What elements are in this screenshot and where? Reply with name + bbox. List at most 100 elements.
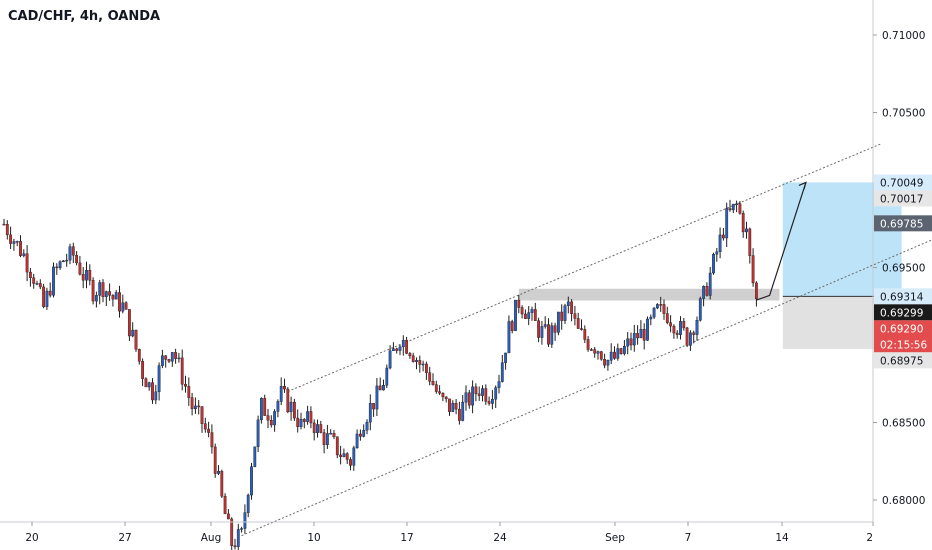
candle-body — [12, 241, 16, 244]
candle-body — [2, 223, 6, 226]
candle-body — [5, 224, 9, 236]
candle-body — [613, 351, 616, 359]
candle-body — [345, 453, 349, 460]
candle-body — [497, 381, 501, 388]
candle-body — [656, 304, 659, 309]
candle-body — [616, 348, 620, 359]
candle-body — [147, 382, 151, 388]
candle-body — [392, 348, 395, 351]
candle-body — [606, 360, 610, 366]
candle-body — [236, 529, 240, 547]
candle-body — [500, 362, 504, 382]
price-tag-black — [874, 304, 932, 321]
candle-body — [114, 292, 118, 300]
candle-body — [151, 382, 154, 401]
candle-body — [679, 321, 682, 335]
candle-body — [75, 254, 79, 264]
candle-body — [573, 313, 577, 319]
candle-body — [52, 266, 55, 296]
time-tick-label: 10 — [307, 532, 320, 544]
candle-body — [669, 322, 673, 327]
candle-body — [217, 471, 220, 474]
candle-body — [722, 234, 725, 239]
support-band[interactable] — [518, 288, 780, 301]
candle-body — [537, 320, 541, 338]
candle-body — [619, 348, 623, 354]
candle-body — [580, 328, 583, 330]
candle-body — [289, 401, 293, 413]
candle-body — [494, 387, 498, 400]
candle-body — [477, 393, 481, 396]
candle-body — [253, 446, 257, 467]
projection-path[interactable] — [756, 182, 807, 301]
candle-body — [319, 424, 323, 433]
candle-body — [566, 301, 570, 306]
candle-body — [68, 246, 72, 261]
candle-body — [609, 351, 613, 361]
candle-body — [388, 350, 392, 369]
price-tick-label: 0.71000 — [882, 30, 925, 42]
candle-body — [438, 391, 441, 394]
time-axis[interactable]: 20 27 Aug 10 17 24 Sep 7 14 2 — [25, 522, 874, 544]
candle-body — [695, 320, 699, 335]
channel-line-lower[interactable] — [241, 213, 932, 537]
candle-body — [751, 255, 755, 284]
candle-body — [25, 253, 29, 273]
candle-body — [45, 290, 49, 307]
candle-body — [141, 361, 144, 379]
price-axis[interactable]: 0.71000 0.70500 0.69500 0.68500 0.68000 — [873, 30, 925, 507]
candle-body — [451, 402, 455, 412]
candle-body — [134, 329, 138, 350]
candle-body — [517, 299, 521, 308]
candle-body — [484, 388, 488, 402]
price-tag-label: 0.69299 — [880, 307, 923, 319]
candle-body — [425, 363, 428, 373]
price-tick-label: 0.68500 — [882, 418, 925, 430]
candle-body — [649, 316, 653, 320]
candle-body — [352, 447, 356, 466]
candle-body — [434, 384, 438, 392]
candle-body — [355, 433, 359, 449]
candle-body — [632, 333, 636, 346]
candle-body — [223, 495, 227, 515]
candle-body — [560, 311, 564, 321]
candle-body — [586, 339, 590, 350]
candle-body — [599, 351, 603, 360]
candle-body — [88, 270, 92, 281]
candle-body — [269, 420, 273, 426]
candle-body — [596, 351, 600, 354]
price-tag-red — [874, 320, 932, 353]
candle-body — [9, 234, 12, 244]
candle-body — [557, 311, 560, 333]
candle-body — [174, 352, 177, 359]
time-tick-label: 24 — [493, 532, 507, 544]
time-tick-label: 2 — [866, 532, 873, 544]
candle-body — [266, 415, 270, 421]
candle-body — [692, 332, 696, 335]
arrowhead-icon — [798, 181, 807, 190]
candle-body — [411, 355, 415, 362]
candle-body — [121, 302, 125, 312]
candlestick-series — [2, 199, 758, 550]
candle-body — [233, 545, 237, 548]
candle-body — [104, 291, 108, 297]
candle-body — [94, 295, 98, 302]
candle-body — [65, 259, 69, 262]
price-tag-dark — [874, 215, 932, 232]
candle-body — [101, 282, 105, 297]
candle-body — [398, 346, 402, 351]
candle-body — [540, 326, 544, 338]
candle-body — [213, 446, 217, 474]
candle-body — [81, 274, 85, 281]
candle-body — [250, 466, 253, 496]
candle-body — [306, 411, 309, 422]
candle-body — [507, 321, 511, 354]
price-tag-label: 0.69314 — [880, 291, 924, 303]
candle-body — [728, 208, 732, 211]
candle-body — [22, 253, 26, 256]
candle-body — [312, 422, 316, 433]
candle-body — [741, 213, 745, 233]
candle-body — [685, 327, 689, 346]
channel-line-upper[interactable] — [287, 143, 882, 392]
